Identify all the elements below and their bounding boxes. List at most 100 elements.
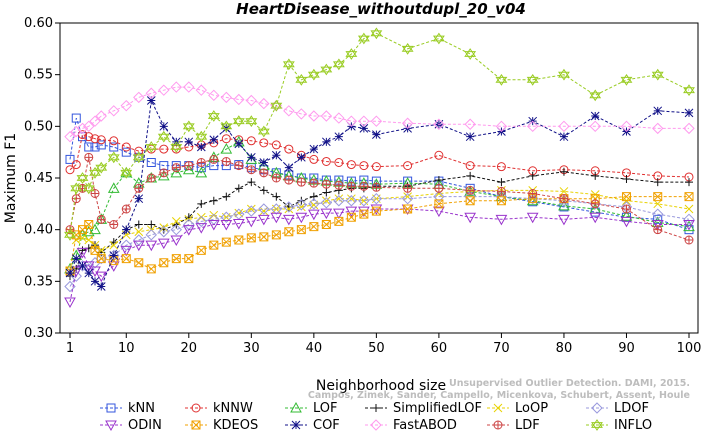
data-point [558, 120, 570, 133]
data-point [195, 223, 208, 234]
data-point [308, 110, 320, 122]
data-point [184, 161, 194, 171]
data-point [96, 214, 106, 224]
data-point [121, 142, 131, 152]
data-point [157, 130, 170, 143]
data-point [526, 212, 539, 224]
data-point [651, 68, 664, 81]
data-point [272, 192, 281, 201]
data-point [246, 136, 256, 146]
data-point [346, 160, 356, 170]
data-point [71, 194, 81, 204]
data-point [195, 215, 208, 228]
data-point [526, 73, 539, 86]
legend-item-odin: ODIN [100, 418, 162, 433]
data-point [653, 192, 663, 202]
data-point [147, 220, 156, 229]
data-point [157, 238, 170, 250]
data-point [232, 115, 245, 128]
data-point [359, 124, 369, 133]
data-point [291, 420, 301, 430]
data-point [295, 199, 308, 211]
data-point [64, 228, 76, 241]
legend-label: FastABOD [393, 418, 457, 433]
data-point [109, 142, 119, 152]
data-point [284, 175, 294, 185]
data-point [209, 196, 218, 205]
data-point [590, 111, 600, 121]
data-point [145, 87, 157, 99]
data-point [683, 220, 695, 231]
data-point [134, 194, 144, 204]
data-point [133, 91, 145, 104]
data-point [432, 32, 445, 45]
series-line-simplifiedlof [69, 171, 689, 277]
data-point [403, 183, 413, 193]
x-tick-label: 30 [243, 341, 260, 356]
data-point [358, 115, 370, 127]
data-point [403, 204, 413, 214]
y-tick-label: 0.50 [24, 119, 53, 134]
data-point [322, 196, 331, 206]
data-point [370, 27, 383, 40]
data-point [146, 264, 156, 274]
data-point [465, 161, 475, 171]
data-point [333, 195, 345, 207]
data-point [259, 206, 269, 216]
y-axis: 0.30 0.35 0.40 0.45 0.50 0.55 0.60 [24, 16, 60, 341]
data-point [84, 142, 94, 152]
data-point [234, 161, 244, 171]
data-point [528, 189, 538, 198]
legend-label: LDOF [614, 401, 649, 416]
data-point [321, 220, 331, 229]
data-point [295, 108, 308, 120]
legend-label: LOF [313, 401, 338, 416]
data-point [620, 120, 633, 133]
series-fastabod [64, 81, 695, 143]
data-point [296, 225, 306, 235]
data-point [559, 187, 569, 196]
data-point [370, 204, 383, 216]
data-point [196, 212, 206, 222]
data-point [526, 194, 539, 206]
data-point [282, 58, 295, 71]
data-point [134, 183, 144, 193]
data-point [371, 182, 381, 192]
data-point [653, 214, 663, 224]
y-axis-title: Maximum F1 [3, 133, 19, 223]
data-point [171, 254, 181, 264]
data-point [196, 142, 206, 152]
legend-label: LDF [515, 418, 540, 433]
data-point [345, 195, 358, 207]
data-point [220, 143, 233, 154]
data-point [197, 199, 206, 208]
x-tick-label: 1 [66, 341, 74, 356]
data-point [222, 192, 231, 201]
data-point [170, 223, 183, 236]
data-point [321, 179, 331, 189]
legend-item-loop: LoOP [487, 401, 548, 416]
x-tick-label: 60 [431, 341, 448, 356]
data-point [184, 254, 194, 264]
data-point [196, 245, 206, 255]
data-point [434, 183, 444, 193]
data-point [271, 150, 281, 160]
chart-title: HeartDisease_withoutdupl_20_v04 [236, 0, 526, 18]
data-point [120, 245, 133, 257]
data-point [170, 166, 183, 178]
data-point [78, 132, 88, 142]
data-point [464, 190, 476, 203]
data-point [159, 121, 169, 131]
data-point [497, 178, 506, 187]
y-tick-label: 0.55 [24, 68, 53, 83]
data-point [90, 276, 100, 286]
data-point [282, 214, 295, 226]
data-point [132, 151, 145, 164]
data-point [95, 161, 108, 174]
series-line-cof [69, 98, 690, 288]
legend-label: LoOP [515, 401, 548, 416]
data-point [96, 135, 106, 145]
data-point [76, 122, 89, 135]
data-point [191, 420, 201, 430]
series-inflo [64, 27, 695, 241]
